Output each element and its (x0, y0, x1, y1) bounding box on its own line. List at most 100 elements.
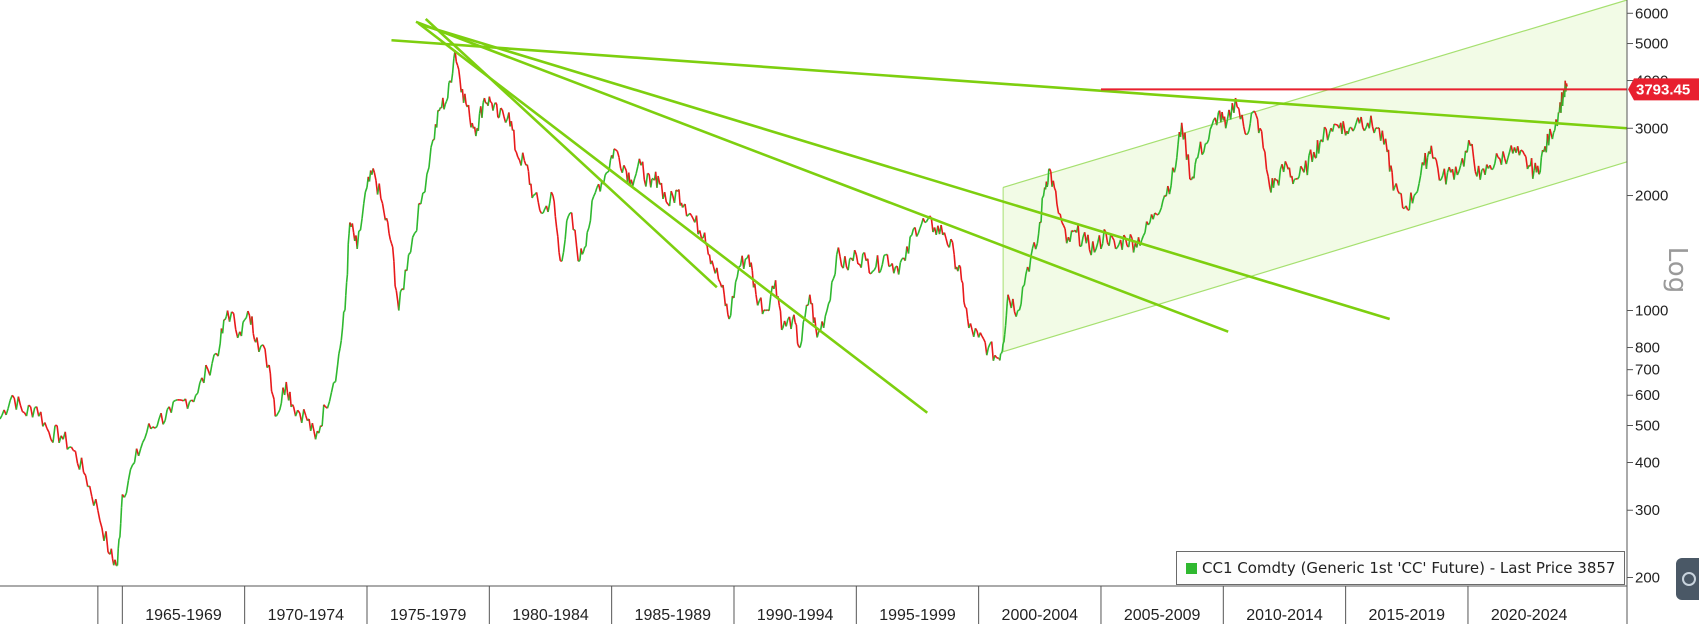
x-tick-label: 1980-1984 (512, 607, 589, 624)
price-segment (117, 538, 120, 549)
price-segment (1520, 149, 1524, 152)
price-segment (930, 218, 934, 233)
price-segment (924, 220, 927, 224)
price-segment (1176, 144, 1179, 158)
price-segment (391, 246, 395, 262)
price-segment (1538, 171, 1541, 175)
price-segment (120, 494, 124, 508)
price-segment (494, 102, 498, 105)
price-segment (515, 151, 519, 158)
price-segment (981, 335, 985, 340)
price-segment (1255, 115, 1259, 120)
price-segment (1392, 187, 1396, 191)
price-segment (66, 446, 70, 450)
price-segment (1300, 165, 1304, 170)
price-segment (501, 109, 505, 117)
price-segment (1331, 123, 1336, 132)
price-segment (831, 278, 835, 283)
price-segment (925, 218, 929, 223)
price-segment (793, 314, 796, 323)
price-segment (581, 251, 585, 255)
legend-swatch (1186, 562, 1197, 574)
price-segment (781, 327, 784, 331)
price-segment (1116, 244, 1120, 248)
price-segment (1058, 212, 1061, 215)
price-segment (1196, 151, 1200, 159)
x-tick-label: 1990-1994 (757, 607, 834, 624)
channel-upper-edge (1002, 0, 1628, 189)
scroll-icon[interactable] (1676, 558, 1699, 600)
y-axis-label: Log (1662, 247, 1692, 293)
price-segment (1247, 130, 1250, 135)
y-tick-label: 400 (1635, 455, 1660, 472)
trendline-2 (424, 17, 718, 289)
price-segment (455, 61, 459, 66)
price-segment (1199, 141, 1203, 155)
channel-fill (1003, 0, 1627, 352)
price-segment (1293, 178, 1297, 181)
price-segment (221, 319, 225, 334)
price-segment (409, 237, 414, 253)
price-segment (827, 299, 831, 304)
price-segment (665, 201, 669, 205)
price-segment (852, 249, 856, 261)
price-segment (795, 324, 799, 344)
price-segment (866, 258, 871, 274)
price-segment (585, 232, 588, 247)
price-segment (58, 435, 62, 444)
scroll-icon-glyph (1682, 572, 1696, 586)
price-segment (1539, 157, 1543, 173)
x-tick-label: 2000-2004 (1002, 607, 1079, 624)
price-segment (684, 203, 688, 217)
price-segment (483, 97, 487, 104)
price-segment (244, 317, 247, 321)
price-segment (133, 448, 138, 463)
price-segment (1387, 149, 1391, 172)
price-segment (385, 217, 389, 223)
price-segment (1405, 205, 1409, 211)
price-segment (965, 307, 969, 319)
price-segment (1494, 153, 1498, 164)
price-segment (275, 412, 279, 417)
price-segment (1551, 132, 1555, 140)
price-segment (1518, 149, 1522, 156)
price-segment (1147, 222, 1151, 226)
price-segment (785, 319, 789, 327)
price-segment (734, 276, 739, 283)
price-segment (343, 309, 346, 313)
price-segment (863, 252, 867, 261)
y-tick-label: 600 (1635, 387, 1660, 404)
price-segment (373, 172, 377, 181)
price-segment (362, 191, 367, 205)
price-segment (1061, 221, 1065, 226)
price-segment (1525, 156, 1529, 170)
channel (1002, 0, 1628, 353)
price-segment (1047, 169, 1050, 183)
price-segment (5, 408, 9, 416)
price-segment (548, 191, 553, 204)
price-segment (834, 254, 838, 275)
price-segment (1087, 234, 1091, 250)
price-segment (591, 196, 595, 202)
price-segment (681, 205, 685, 208)
price-segment (150, 426, 154, 430)
price-segment (811, 303, 815, 323)
price-segment (1552, 129, 1556, 133)
price-segment (84, 475, 89, 487)
price-segment (1471, 143, 1475, 159)
price-segment (242, 319, 246, 323)
price-segment (832, 273, 836, 279)
price-segment (945, 238, 949, 246)
price-segment (742, 258, 747, 269)
price-segment (481, 102, 485, 118)
price-segment (314, 430, 319, 440)
price-segment (888, 265, 891, 268)
price-segment (979, 332, 983, 337)
price-segment (154, 425, 158, 429)
price-segment (698, 230, 703, 238)
x-tick-label: 1965-1969 (145, 607, 222, 624)
price-segment (1322, 127, 1326, 143)
price-segment (880, 264, 884, 271)
price-segment (110, 548, 114, 559)
price-segment (822, 315, 827, 328)
